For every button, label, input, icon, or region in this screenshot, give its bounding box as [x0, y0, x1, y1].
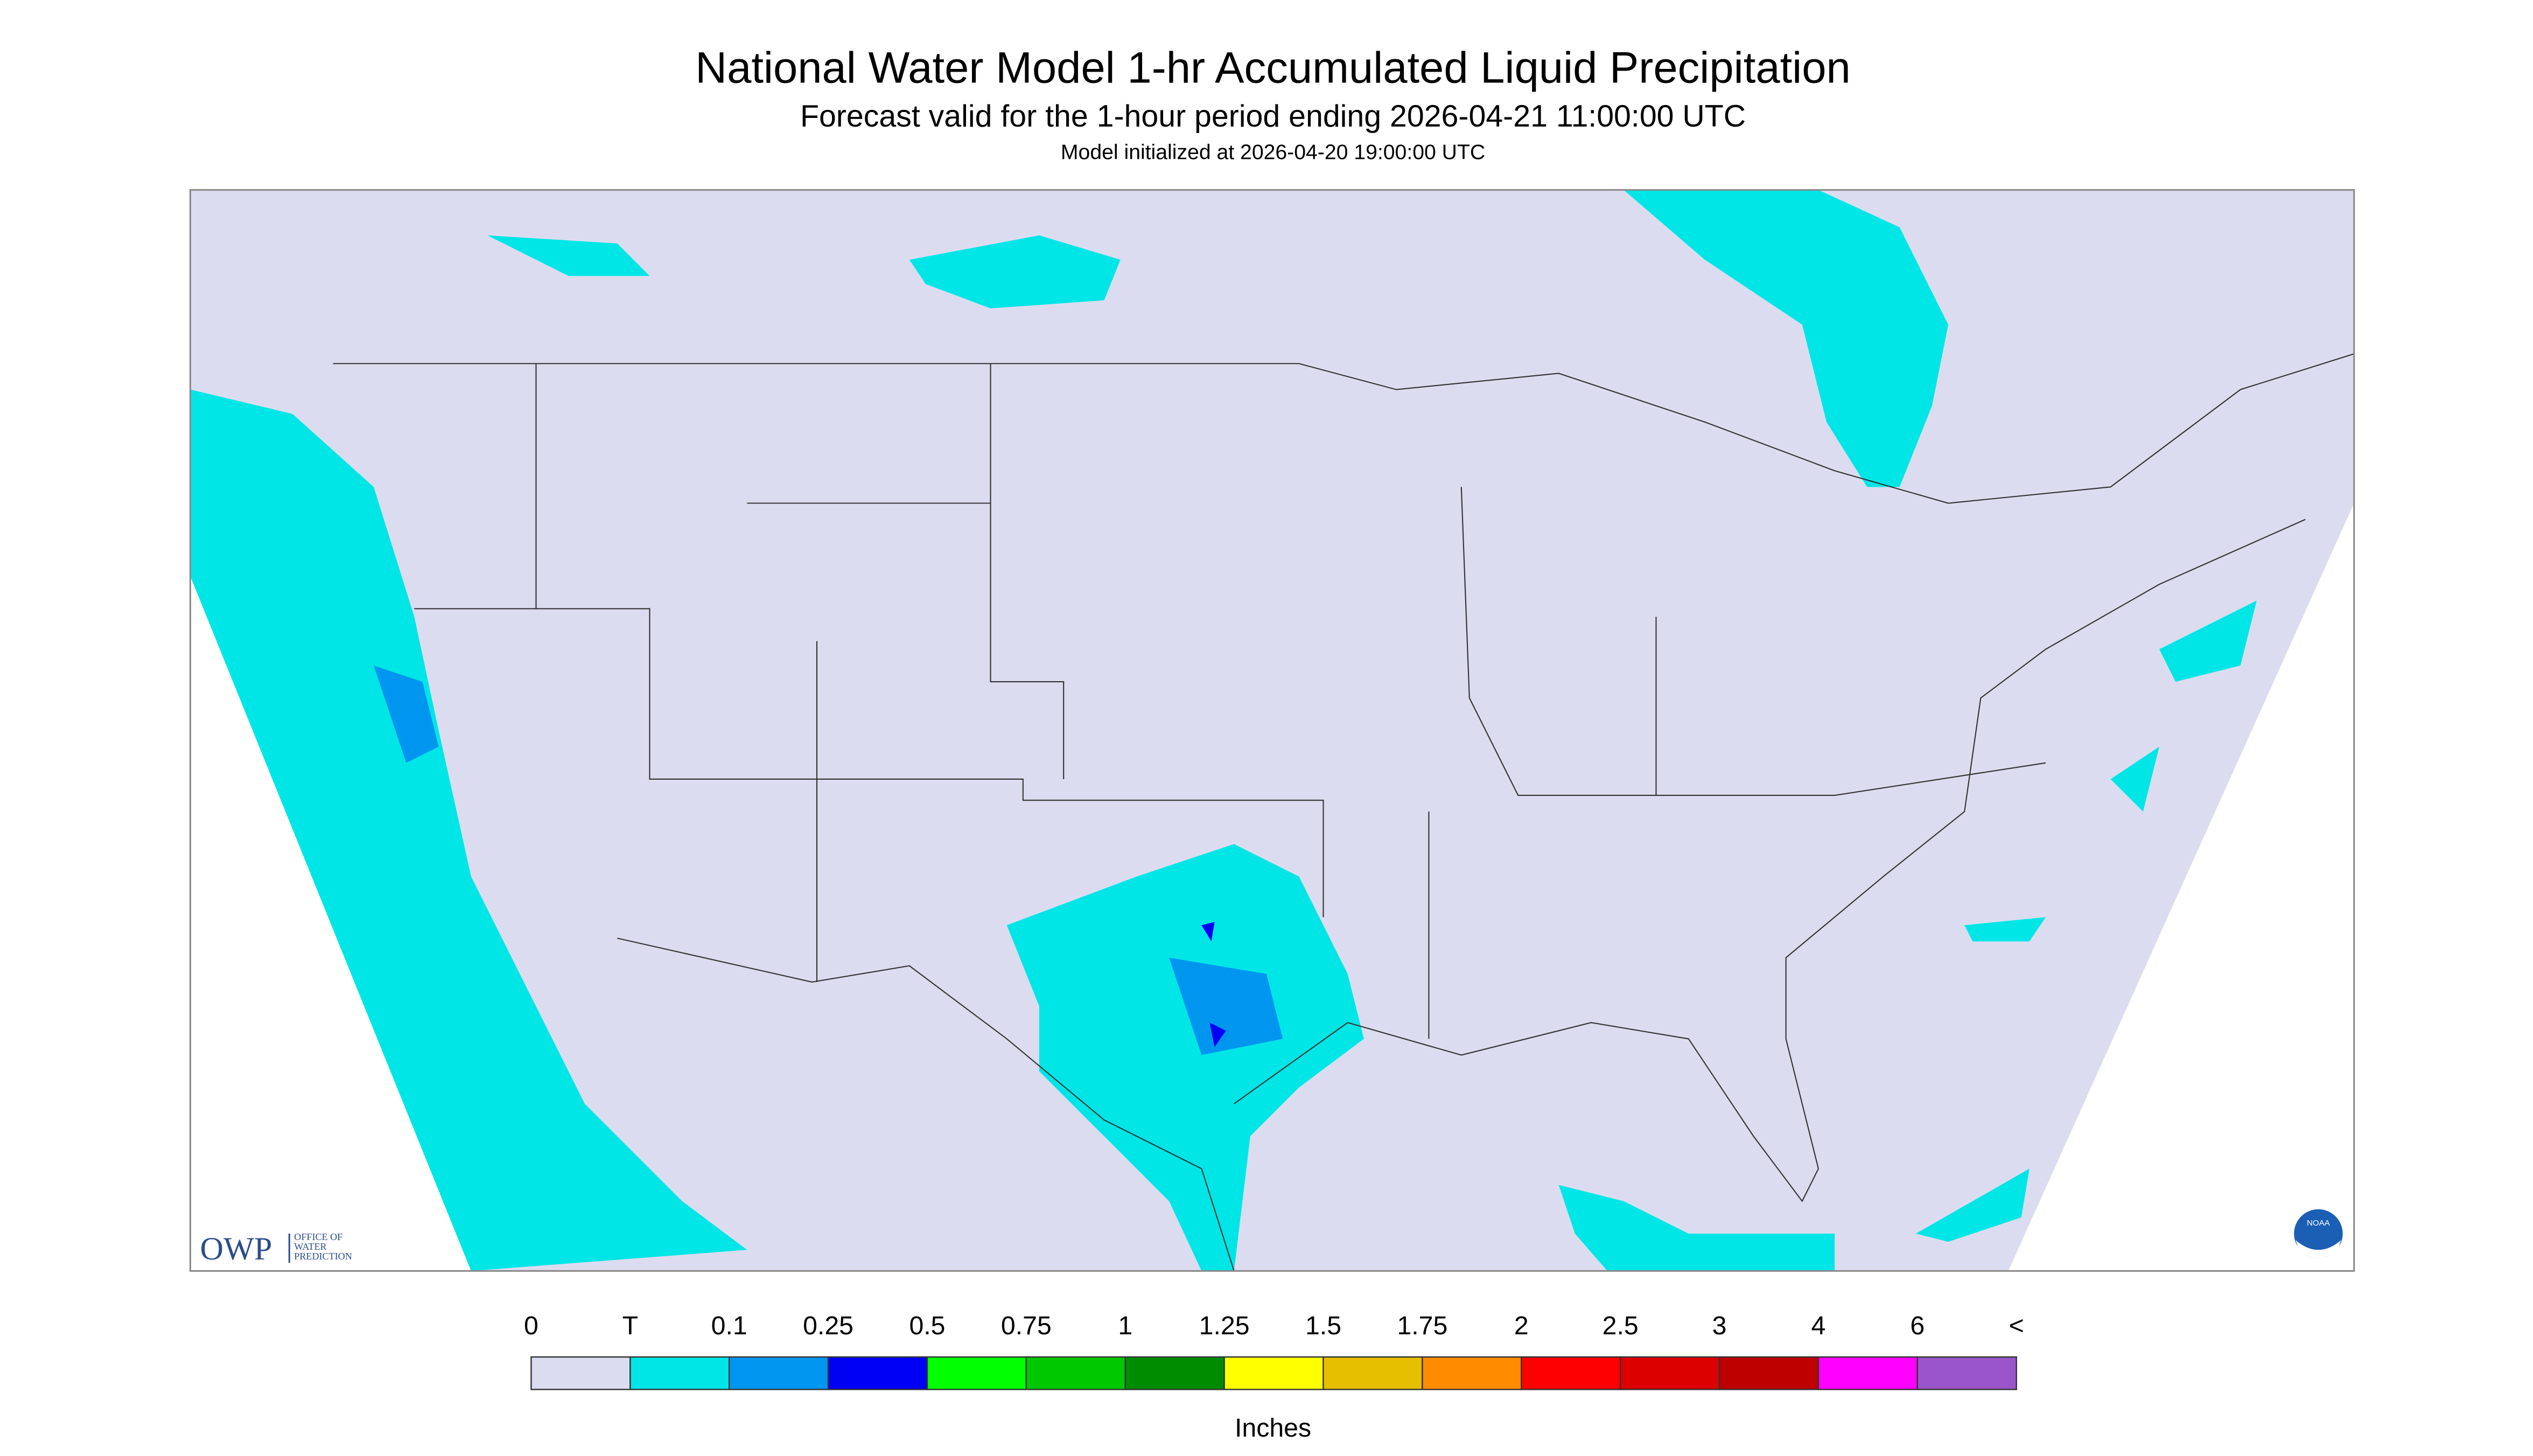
legend-label: 0: [524, 1311, 538, 1340]
legend-unit: Inches: [1235, 1413, 1311, 1443]
precip-areas: [190, 190, 2257, 1271]
noaa-text: NOAA: [2307, 1219, 2331, 1228]
owp-logo: OWP: [200, 1231, 272, 1267]
title: National Water Model 1-hr Accumulated Li…: [695, 44, 1850, 93]
no-data-west: [190, 576, 471, 1271]
legend-swatch: [1124, 1356, 1225, 1390]
legend-swatch: [1718, 1356, 1820, 1390]
legend-label: <: [2009, 1311, 2024, 1340]
no-data-east: [2008, 503, 2354, 1271]
boundaries: [333, 353, 2355, 1271]
precip-moderate: [374, 665, 1283, 1055]
owp-text: OFFICE OF: [294, 1231, 342, 1242]
noaa-logo-wave: [2296, 1240, 2341, 1258]
legend-label: 4: [1811, 1311, 1826, 1340]
map: OWP OFFICE OF WATER PREDICTION NOAA: [189, 189, 2355, 1272]
noaa-logo: [2294, 1209, 2343, 1258]
legend-label: 0.75: [1001, 1311, 1052, 1340]
legend-swatch: [1916, 1356, 2017, 1390]
legend-label: 0.1: [711, 1311, 747, 1340]
legend-label: 1.75: [1397, 1311, 1447, 1340]
legend-label: 3: [1712, 1311, 1727, 1340]
legend-label: 1.5: [1305, 1311, 1341, 1340]
legend-label: 2.5: [1603, 1311, 1639, 1340]
legend-label: 2: [1514, 1311, 1529, 1340]
legend-label: 0.5: [909, 1311, 945, 1340]
legend-label: T: [622, 1311, 638, 1340]
legend: 0 T 0.1 0.25 0.5 0.75 1 1.25 1.5 1.75 2 2.5 3 4 6 <: [524, 1311, 2024, 1390]
legend-swatch: [1817, 1356, 1919, 1390]
map-frame: [189, 189, 2355, 1272]
owp-text: PREDICTION: [294, 1251, 352, 1262]
owp-text: WATER: [294, 1241, 327, 1252]
legend-swatch: [1223, 1356, 1324, 1390]
legend-swatch: [1323, 1356, 1423, 1390]
legend-swatch: [728, 1356, 829, 1390]
legend-swatch: [1619, 1356, 1720, 1390]
legend-swatch: [827, 1356, 928, 1390]
legend-label: 1.25: [1199, 1311, 1250, 1340]
legend-swatch: [1521, 1356, 1621, 1390]
subtitle: Forecast valid for the 1-hour period end…: [800, 99, 1746, 134]
init-note: Model initialized at 2026-04-20 19:00:00…: [1061, 141, 1485, 164]
legend-swatch: [1025, 1356, 1126, 1390]
legend-swatch: [926, 1356, 1027, 1390]
legend-swatch: [1422, 1356, 1522, 1390]
legend-label: 0.25: [803, 1311, 853, 1340]
legend-swatch: [629, 1356, 730, 1390]
legend-label: 6: [1910, 1311, 1925, 1340]
legend-label: 1: [1118, 1311, 1132, 1340]
legend-swatch: [530, 1356, 631, 1390]
